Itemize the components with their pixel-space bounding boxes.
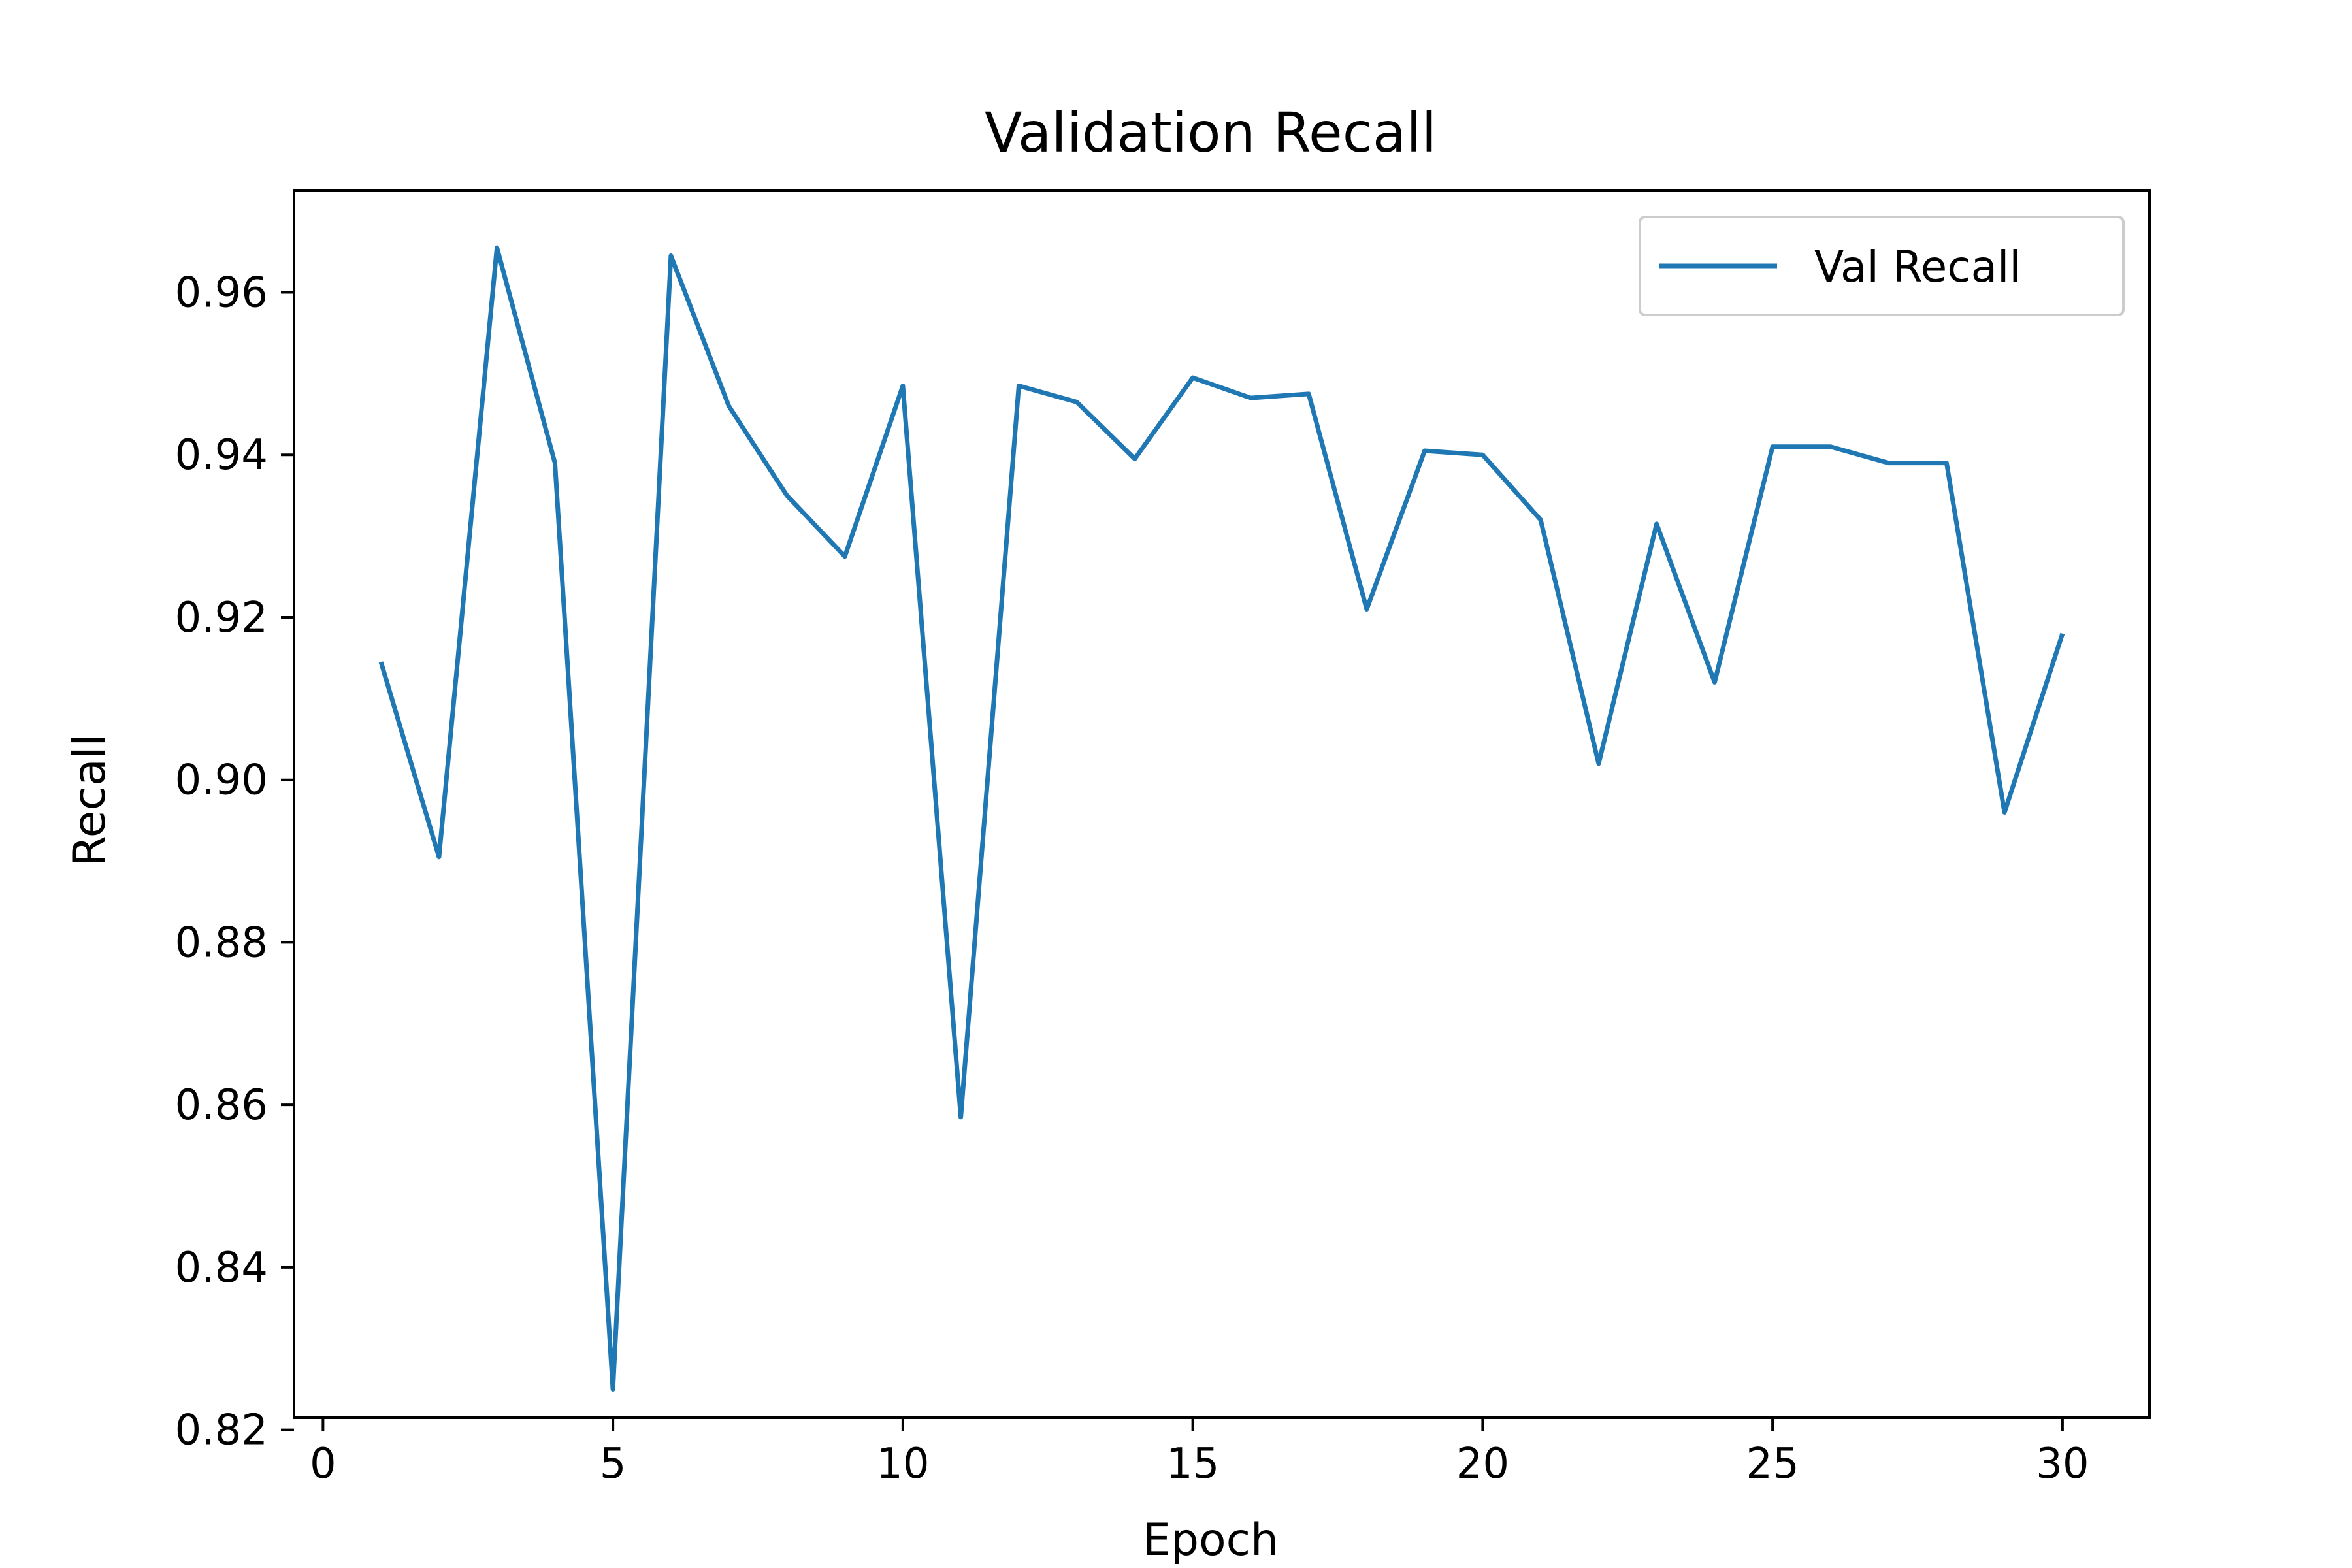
legend-label: Val Recall (1814, 242, 2021, 292)
y-tick-label: 0.84 (175, 1244, 269, 1292)
x-tick-label: 10 (876, 1440, 929, 1488)
x-tick-label: 30 (2036, 1440, 2089, 1488)
plot-area-frame (293, 189, 2151, 1419)
y-tick-label: 0.82 (175, 1407, 269, 1455)
y-tick-label: 0.96 (175, 269, 269, 317)
x-tick-label: 0 (310, 1440, 336, 1488)
x-tick-label: 15 (1166, 1440, 1219, 1488)
x-tick-label: 20 (1456, 1440, 1509, 1488)
series-layer (378, 245, 2065, 1392)
y-tick-label: 0.92 (175, 594, 269, 642)
y-axis-label: Recall (64, 734, 116, 867)
series-line-val-recall (378, 245, 2065, 1392)
y-tick-label: 0.94 (175, 431, 269, 480)
x-tick-label: 5 (600, 1440, 627, 1488)
legend-box (1639, 216, 2125, 316)
x-axis-ticks: 0 5 10 15 20 25 30 (310, 1418, 2089, 1488)
y-tick-label: 0.90 (175, 757, 269, 805)
x-tick-label: 25 (1746, 1440, 1799, 1488)
x-axis-label: Epoch (1143, 1514, 1279, 1566)
y-tick-label: 0.86 (175, 1081, 269, 1130)
y-axis-ticks: 0.82 0.84 0.86 0.88 0.90 0.92 0.94 0.96 (175, 269, 294, 1455)
legend: Val Recall (1639, 216, 2125, 316)
chart-title: Validation Recall (985, 101, 1437, 165)
y-tick-label: 0.88 (175, 919, 269, 967)
